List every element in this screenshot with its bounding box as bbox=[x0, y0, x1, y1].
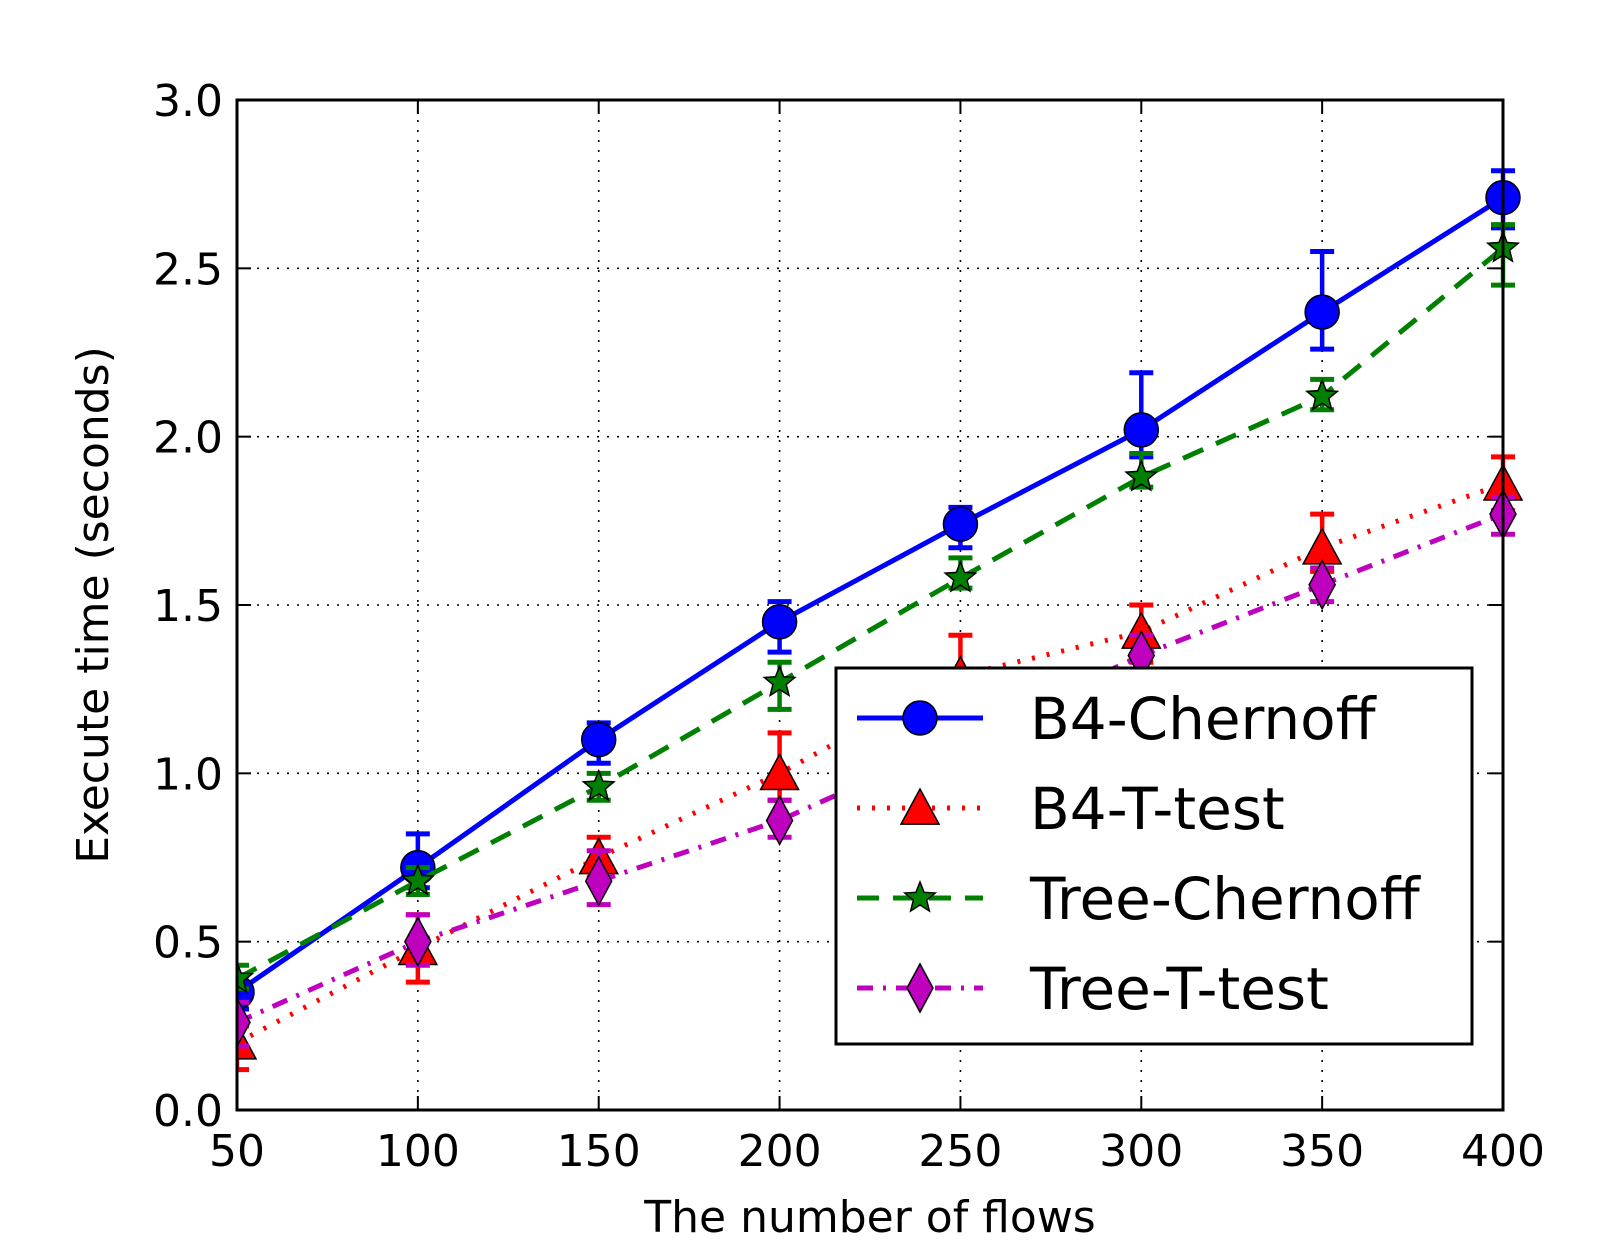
legend: B4-Chernoff B4-T-test Tree-Chernoff Tree-T-… bbox=[834, 666, 1474, 1046]
data-point bbox=[1308, 559, 1336, 611]
data-point bbox=[237, 996, 251, 1049]
data-point bbox=[584, 855, 613, 907]
x-tick-label: 200 bbox=[738, 1126, 822, 1177]
x-tick-label: 100 bbox=[376, 1126, 460, 1177]
data-point bbox=[761, 604, 798, 640]
y-tick-label: 2.0 bbox=[153, 413, 223, 464]
data-point bbox=[943, 560, 978, 593]
x-tick-label: 400 bbox=[1461, 1126, 1545, 1177]
series-line bbox=[237, 195, 1505, 995]
data-point bbox=[942, 506, 979, 542]
series-tree-chernoff bbox=[237, 222, 1521, 994]
legend-label: B4-Chernoff bbox=[1030, 685, 1378, 753]
y-tick-label: 0.5 bbox=[153, 918, 223, 969]
data-point bbox=[1123, 412, 1160, 448]
data-point bbox=[1124, 459, 1159, 492]
y-tick-label: 1.5 bbox=[153, 581, 223, 632]
x-tick-label: 150 bbox=[557, 1126, 641, 1177]
legend-label: Tree-Chernoff bbox=[1029, 865, 1422, 933]
series-line bbox=[237, 246, 1505, 981]
x-axis-label: The number of flows bbox=[643, 1192, 1095, 1243]
data-point bbox=[580, 721, 617, 758]
data-point bbox=[581, 768, 616, 802]
legend-marker bbox=[906, 962, 934, 1014]
data-point bbox=[765, 794, 794, 847]
legend-box bbox=[834, 666, 1474, 1046]
x-tick-label: 350 bbox=[1280, 1126, 1364, 1177]
y-tick-label: 2.5 bbox=[153, 244, 223, 295]
data-point bbox=[1305, 378, 1340, 411]
data-point bbox=[404, 916, 432, 968]
data-point bbox=[237, 960, 255, 994]
legend-marker bbox=[902, 700, 938, 736]
data-point bbox=[762, 664, 797, 698]
legend-label: B4-T-test bbox=[1030, 775, 1285, 843]
y-tick-label: 0.0 bbox=[153, 1086, 223, 1137]
data-point bbox=[759, 752, 800, 791]
y-tick-label: 3.0 bbox=[153, 76, 223, 127]
x-tick-label: 300 bbox=[1099, 1126, 1183, 1177]
legend-marker bbox=[899, 787, 941, 825]
x-tick-label: 50 bbox=[209, 1126, 265, 1177]
data-point bbox=[400, 863, 435, 896]
x-tick-label: 250 bbox=[918, 1126, 1002, 1177]
y-tick-label: 1.0 bbox=[153, 749, 223, 800]
y-axis-label: Execute time (seconds) bbox=[68, 346, 119, 864]
ticks: 50 100 150 200 250 300 350 400 0.0 0.5 1.0 1.5 2.0 2.… bbox=[153, 76, 1545, 1177]
legend-marker bbox=[902, 879, 938, 913]
legend-label: Tree-T-test bbox=[1029, 955, 1329, 1023]
data-point bbox=[1304, 294, 1340, 330]
